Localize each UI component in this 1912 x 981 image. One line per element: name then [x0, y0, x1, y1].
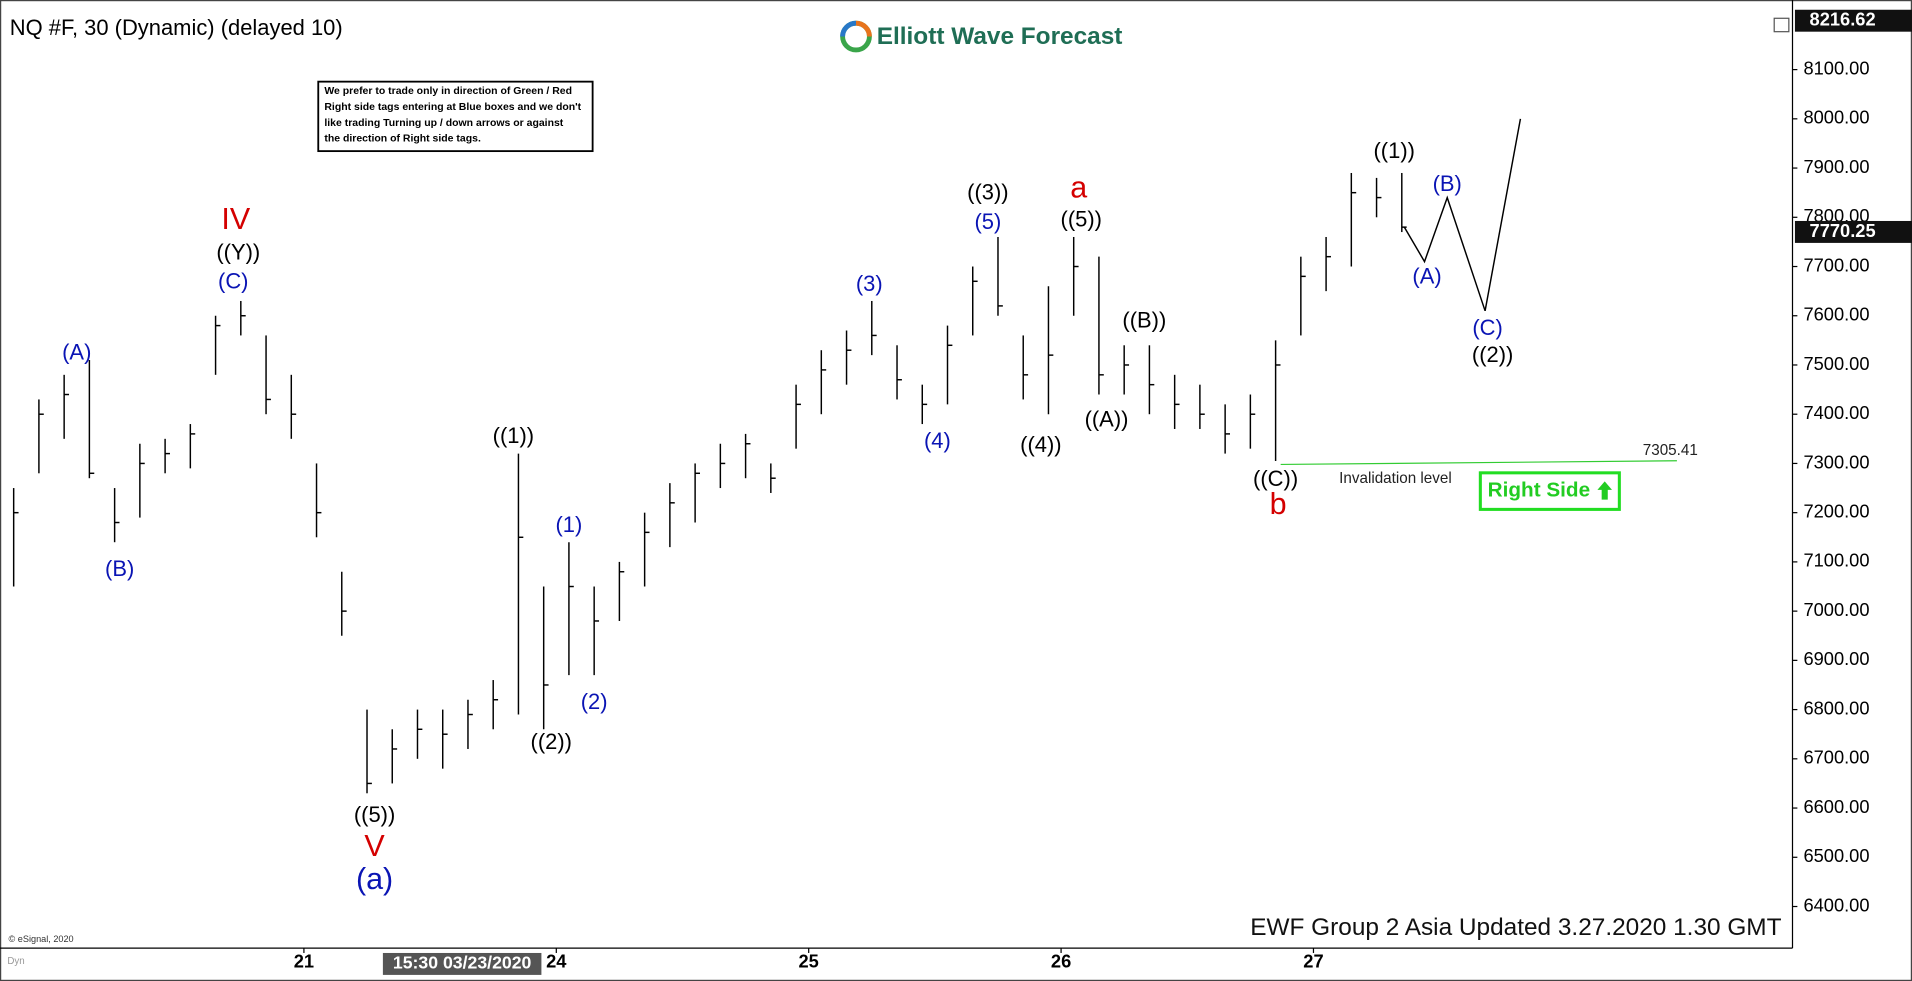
- invalidation-value: 7305.41: [1643, 442, 1698, 459]
- wave-label: ((Y)): [216, 240, 260, 265]
- price-marker-label: 7770.25: [1810, 220, 1876, 241]
- wave-label: ((1)): [1374, 138, 1415, 163]
- wave-label: (B): [1433, 171, 1462, 196]
- wave-label: ((5)): [354, 802, 395, 827]
- wave-label: V: [364, 829, 385, 863]
- y-tick-label: 7300.00: [1803, 451, 1869, 472]
- price-marker-box: [1794, 220, 1912, 243]
- x-tick-label: 24: [546, 951, 567, 972]
- wave-label: ((5)): [1061, 207, 1102, 232]
- y-tick-label: 7500.00: [1803, 353, 1869, 374]
- wave-label: (3): [856, 271, 883, 296]
- wave-label: ((A)): [1085, 406, 1129, 431]
- wave-label: (B): [105, 556, 134, 581]
- logo: Elliott Wave Forecast: [840, 20, 1123, 53]
- y-tick-label: 7600.00: [1803, 304, 1869, 325]
- x-tick-label: 25: [799, 951, 819, 972]
- wave-label: ((B)): [1122, 307, 1166, 332]
- wave-label: ((4)): [1020, 432, 1061, 457]
- wave-label: (a): [356, 862, 393, 896]
- wave-label: a: [1070, 170, 1087, 204]
- wave-label: (5): [974, 209, 1001, 234]
- right-side-arrow: [1597, 481, 1613, 500]
- wave-label: ((2)): [531, 729, 572, 754]
- y-tick-label: 7000.00: [1803, 599, 1869, 620]
- invalidation-text: Invalidation level: [1339, 470, 1452, 487]
- x-tick-label: 26: [1051, 951, 1071, 972]
- wave-label: IV: [221, 202, 250, 236]
- y-tick-label: 6800.00: [1803, 697, 1869, 718]
- note-box: [317, 80, 594, 153]
- y-tick-label: 6900.00: [1803, 648, 1869, 669]
- y-tick-label: 6700.00: [1803, 747, 1869, 768]
- wave-label: (2): [581, 689, 608, 714]
- y-tick-label: 6500.00: [1803, 845, 1869, 866]
- window-icon: [1773, 17, 1790, 33]
- y-tick-label: 7800.00: [1803, 205, 1869, 226]
- wave-label: (A): [62, 339, 91, 364]
- projection-path: [1403, 118, 1522, 312]
- logo-icon: [840, 20, 857, 37]
- y-tick-label: 8100.00: [1803, 57, 1869, 78]
- note-line: the direction of Right side tags.: [324, 134, 481, 145]
- footer: EWF Group 2 Asia Updated 3.27.2020 1.30 …: [1250, 914, 1781, 941]
- y-tick-label: 6400.00: [1803, 894, 1869, 915]
- wave-label: (A): [1412, 264, 1441, 289]
- y-tick-label: 7700.00: [1803, 254, 1869, 275]
- note-line: We prefer to trade only in direction of …: [324, 86, 572, 97]
- y-tick-label: 7400.00: [1803, 402, 1869, 423]
- wave-label: ((3)): [967, 179, 1008, 204]
- crosshair-label: 15:30 03/23/2020: [393, 953, 532, 973]
- y-tick-label: 6600.00: [1803, 796, 1869, 817]
- logo-icon: [855, 20, 872, 37]
- wave-label: ((C)): [1253, 466, 1298, 491]
- wave-label: b: [1270, 487, 1287, 521]
- wave-label: (1): [556, 512, 583, 537]
- note-line: Right side tags entering at Blue boxes a…: [324, 102, 581, 113]
- y-tick-label: 7900.00: [1803, 156, 1869, 177]
- y-tick-label: 7100.00: [1803, 550, 1869, 571]
- x-tick-label: 27: [1303, 951, 1323, 972]
- wave-label: (C): [1472, 315, 1502, 340]
- price-marker-box: [1794, 9, 1912, 32]
- y-tick-label: 8000.00: [1803, 107, 1869, 128]
- wave-label: ((2)): [1472, 342, 1513, 367]
- logo-text: Elliott Wave Forecast: [877, 23, 1123, 50]
- wave-label: (4): [924, 428, 951, 453]
- x-tick-label: 21: [294, 951, 314, 972]
- wave-label: (C): [218, 269, 248, 294]
- right-side-box: [1478, 471, 1621, 511]
- price-marker-label: 8216.62: [1810, 9, 1876, 30]
- note-line: like trading Turning up / down arrows or…: [324, 118, 563, 129]
- corner-icon: Dyn: [7, 956, 24, 967]
- right-side-text: Right Side: [1488, 479, 1590, 502]
- wave-label: ((1)): [493, 423, 534, 448]
- copyright: © eSignal, 2020: [9, 934, 74, 944]
- chart-title: NQ #F, 30 (Dynamic) (delayed 10): [10, 15, 343, 40]
- invalidation-line: [1280, 460, 1677, 466]
- y-tick-label: 7200.00: [1803, 501, 1869, 522]
- crosshair-box: [382, 952, 542, 975]
